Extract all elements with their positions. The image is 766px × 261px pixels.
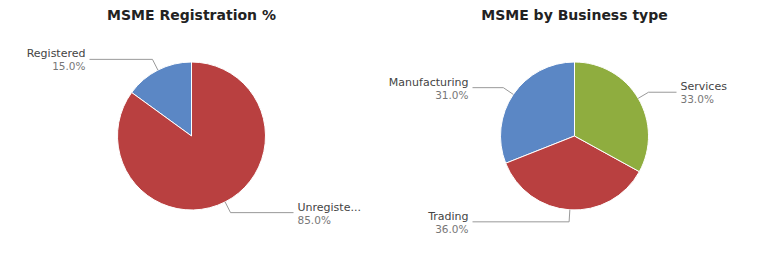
data-label: 85.0% (298, 214, 331, 226)
pie: Registered15.0% Unregiste...85.0% (27, 47, 361, 225)
pie-slice (575, 62, 649, 172)
slice-label: Manufacturing (389, 76, 469, 89)
slice-label: Services (681, 80, 728, 93)
slice-label: Trading (427, 210, 468, 223)
data-label: 15.0% (52, 60, 85, 72)
data-label: 31.0% (435, 89, 468, 101)
chart-title: MSME by Business type (481, 7, 668, 23)
leader-line (638, 92, 676, 98)
leader-line (90, 59, 158, 70)
data-label: 36.0% (435, 223, 468, 235)
pie: Manufacturing31.0% Trading36.0% Services33… (389, 62, 727, 235)
slice-label: Unregiste... (298, 201, 361, 214)
pie-slice (118, 62, 266, 210)
slice-label: Registered (27, 47, 86, 60)
leader-line (225, 202, 293, 213)
panel: MSME Registration % Registered15.0% Unregi… (27, 7, 361, 226)
panel: MSME by Business type Manufacturing31.0% T… (389, 7, 727, 235)
chart-root: MSME Registration % Registered15.0% Unregi… (0, 0, 766, 261)
chart-title: MSME Registration % (107, 7, 276, 23)
labels: Registered15.0% Unregiste...85.0% (27, 47, 361, 225)
leader-line (473, 88, 514, 95)
leader-line (473, 210, 570, 222)
data-label: 33.0% (681, 93, 714, 105)
labels: Manufacturing31.0% Trading36.0% Services33… (389, 76, 727, 235)
